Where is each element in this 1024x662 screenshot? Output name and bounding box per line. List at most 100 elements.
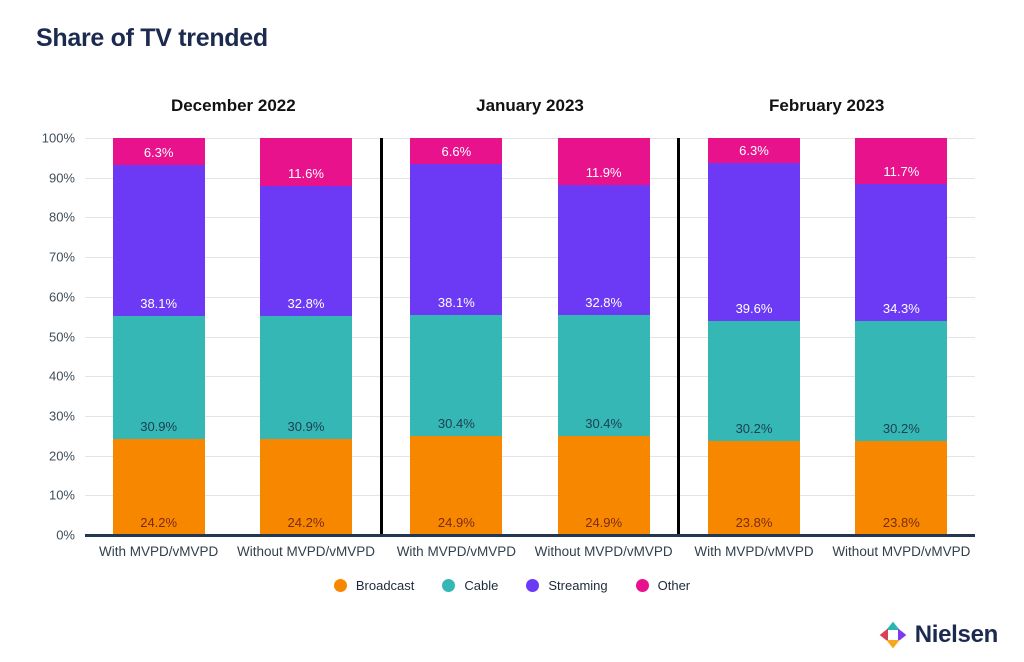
segment-value-label: 38.1% [140,296,178,312]
legend-label: Streaming [548,578,608,593]
legend-dot-icon [635,579,649,592]
brand-lockup: Nielsen [878,620,998,650]
stacked-bar: 24.2% 30.9% 32.8% 11.6% [259,138,352,535]
segment-value-label: 38.1% [437,295,475,311]
bar-slot: 23.8% 30.2% 39.6% 6.3% With MVPD/vMVPD [694,138,814,559]
x-category-label: Without MVPD/vMVPD [832,544,971,559]
segment-value-label: 11.9% [585,165,622,181]
y-tick-label: 50% [48,329,75,344]
gridline [85,177,975,179]
plot-area: 100% 90% 80% 70% 60% 50% 40% 30% 20% 10% 0% 24.2% 3… [42,131,975,559]
segment-value-label: 32.8% [287,296,325,312]
y-tick-label: 20% [48,448,75,464]
bar-segment-streaming: 32.8% [259,186,352,317]
bar-segment-other: 6.6% [410,138,503,165]
bar-segment-other: 6.3% [708,138,800,164]
x-category-label: With MVPD/vMVPD [99,544,219,559]
segment-value-label: 30.2% [735,420,773,436]
bar-group: 23.8% 30.2% 39.6% 6.3% With MVPD/vMVPD 23.8% 3… [677,138,975,559]
y-tick-label: 30% [48,408,75,424]
segment-value-label: 34.3% [882,300,920,316]
group-headers: December 2022 January 2023 February 2023 [85,96,975,116]
stacked-bar: 24.9% 30.4% 32.8% 11.9% [557,138,650,535]
gridline [85,455,975,457]
segment-value-label: 6.6% [441,144,472,160]
bar-slot: 24.9% 30.4% 32.8% 11.9% Without MVPD/vMVPD [535,138,673,559]
segment-value-label: 30.4% [585,416,623,432]
legend-label: Other [657,578,691,593]
segment-value-label: 30.4% [437,416,475,432]
bar-segment-cable: 30.9% [259,316,352,439]
bar-slot: 24.2% 30.9% 38.1% 6.3% With MVPD/vMVPD [99,138,218,559]
segment-value-label: 11.6% [288,166,324,182]
legend: Broadcast Cable Streaming Other [0,578,1024,593]
group-title: February 2023 [769,96,885,115]
nielsen-logo-icon [878,620,908,650]
legend-item: Other [635,578,691,593]
segment-value-label: 39.6% [735,300,773,316]
x-axis-line [85,534,975,537]
bar-segment-cable: 30.4% [410,315,503,437]
segment-value-label: 30.2% [882,420,920,436]
segment-value-label: 23.8% [882,515,920,530]
bar-segment-broadcast: 23.8% [855,440,948,535]
gridline [85,138,975,139]
bar-segment-broadcast: 23.8% [708,440,800,535]
legend-label: Broadcast [355,578,415,593]
legend-dot-icon [333,579,347,592]
bar-segment-streaming: 34.3% [855,184,948,321]
stacked-bar: 23.8% 30.2% 39.6% 6.3% [708,138,800,535]
legend-item: Broadcast [333,578,415,593]
segment-value-label: 24.9% [437,515,475,530]
group-title: December 2022 [170,96,296,115]
legend-dot-icon [526,579,540,592]
brand-name: Nielsen [914,621,999,648]
bar-segment-cable: 30.2% [855,320,948,441]
bar-segment-other: 11.7% [855,138,948,185]
bar-segment-other: 11.6% [259,138,352,187]
bar-segment-streaming: 38.1% [112,165,205,317]
segment-value-label: 24.2% [287,515,325,530]
legend-item: Streaming [526,578,608,593]
segment-value-label: 30.9% [287,418,325,434]
group-title: January 2023 [476,96,584,115]
bar-segment-other: 11.9% [557,138,650,186]
x-category-label: Without MVPD/vMVPD [236,544,375,559]
segment-value-label: 23.8% [735,515,773,530]
x-category-label: Without MVPD/vMVPD [534,544,673,559]
y-tick-label: 100% [41,130,75,146]
x-category-label: With MVPD/vMVPD [694,544,814,559]
segment-value-label: 30.9% [140,418,178,434]
bar-slot: 23.8% 30.2% 34.3% 11.7% Without MVPD/vMVPD [832,138,970,559]
gridline [85,495,975,497]
segment-value-label: 24.9% [585,515,623,530]
bar-segment-cable: 30.4% [557,315,650,437]
bar-group: 24.9% 30.4% 38.1% 6.6% With MVPD/vMVPD 24.9% 3… [379,138,678,559]
bar-segment-streaming: 38.1% [410,164,503,316]
legend-item: Cable [442,578,498,593]
stacked-bar: 24.9% 30.4% 38.1% 6.6% [410,138,503,535]
bar-segment-other: 6.3% [112,138,205,166]
bar-groups: 24.2% 30.9% 38.1% 6.3% With MVPD/vMVPD 24.2% 3… [85,138,975,559]
segment-value-label: 32.8% [585,295,623,311]
bar-slot: 24.2% 30.9% 32.8% 11.6% Without MVPD/vMVPD [237,138,375,559]
bar-segment-streaming: 32.8% [557,185,650,316]
y-tick-label: 40% [48,368,75,384]
y-tick-label: 90% [48,170,75,186]
gridline [85,415,975,417]
gridline [85,296,975,298]
legend-label: Cable [464,578,499,593]
gridline [85,257,975,259]
bar-segment-broadcast: 24.9% [410,436,503,535]
bar-segment-cable: 30.9% [112,316,205,439]
page-title: Share of TV trended [36,24,268,52]
bar-slot: 24.9% 30.4% 38.1% 6.6% With MVPD/vMVPD [397,138,516,559]
bar-segment-broadcast: 24.9% [557,436,650,535]
y-tick-label: 80% [48,209,75,225]
segment-value-label: 11.7% [883,164,920,180]
gridline [85,217,975,219]
gridline [85,336,975,338]
bar-group: 24.2% 30.9% 38.1% 6.3% With MVPD/vMVPD 24.2% 3… [85,138,380,559]
stacked-bar: 23.8% 30.2% 34.3% 11.7% [855,138,948,535]
